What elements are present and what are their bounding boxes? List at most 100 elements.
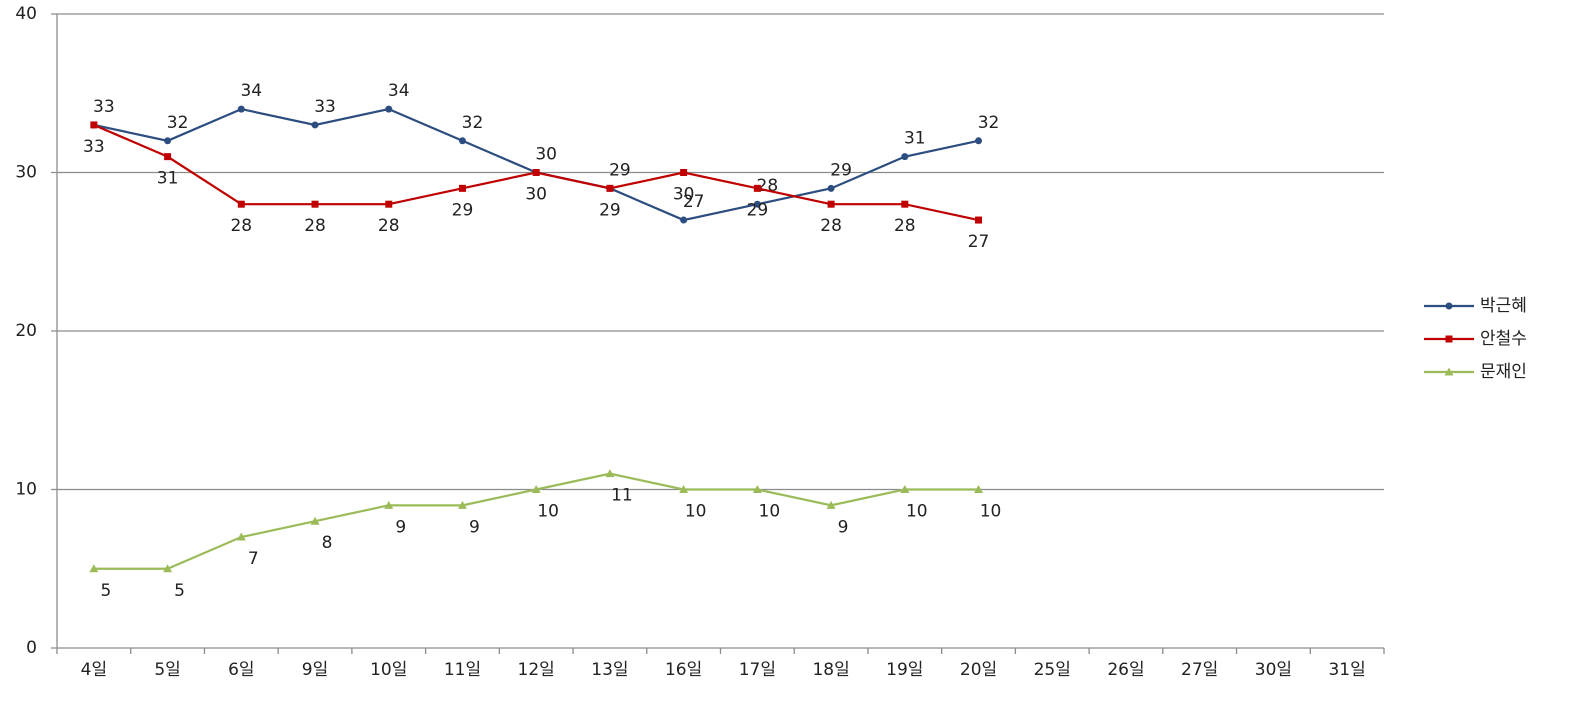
data-label: 5 — [174, 581, 185, 601]
data-label: 28 — [230, 216, 252, 236]
data-label: 31 — [904, 129, 926, 149]
data-label: 10 — [685, 502, 707, 522]
data-label: 33 — [83, 137, 105, 157]
data-label: 29 — [747, 200, 769, 220]
y-tick-label: 30 — [15, 163, 37, 183]
x-tick-label: 4일 — [81, 660, 107, 680]
x-tick-label: 5일 — [154, 660, 180, 680]
data-point — [680, 216, 688, 224]
data-point — [89, 564, 99, 573]
data-label: 28 — [304, 216, 326, 236]
x-tick-label: 25일 — [1034, 660, 1071, 680]
data-label: 29 — [599, 200, 621, 220]
data-point — [605, 469, 615, 478]
data-point — [753, 184, 761, 192]
data-point — [164, 137, 172, 145]
data-point — [680, 169, 688, 176]
data-label: 30 — [535, 145, 557, 165]
data-label: 31 — [157, 169, 179, 189]
legend-marker — [1445, 302, 1453, 310]
data-label: 9 — [838, 517, 849, 537]
data-label: 28 — [894, 216, 916, 236]
x-tick-label: 12일 — [518, 660, 555, 680]
data-label: 30 — [673, 185, 695, 205]
data-point — [311, 200, 319, 208]
x-tick-label: 19일 — [886, 660, 923, 680]
data-point — [826, 500, 836, 509]
data-point — [311, 121, 319, 129]
data-point — [753, 200, 761, 208]
y-tick-label: 0 — [26, 638, 37, 658]
data-point — [458, 184, 466, 192]
data-label: 11 — [611, 486, 633, 506]
data-point — [827, 200, 835, 208]
data-label: 32 — [167, 113, 189, 133]
data-point — [457, 500, 467, 509]
data-label: 10 — [759, 502, 781, 522]
data-label: 29 — [830, 160, 852, 180]
data-label: 9 — [469, 517, 480, 537]
data-point — [975, 137, 983, 145]
data-label: 7 — [248, 549, 259, 569]
data-point — [458, 137, 466, 145]
data-label: 27 — [968, 232, 990, 252]
data-label: 5 — [100, 581, 111, 601]
y-tick-label: 20 — [15, 321, 37, 341]
data-point — [90, 121, 98, 129]
x-tick-label: 9일 — [302, 660, 328, 680]
y-tick-label: 40 — [15, 4, 37, 24]
x-tick-label: 17일 — [739, 660, 776, 680]
y-tick-label: 10 — [15, 480, 37, 500]
data-point — [606, 184, 614, 192]
x-tick-label: 27일 — [1181, 660, 1218, 680]
data-label: 34 — [388, 81, 410, 101]
legend-label: 문재인 — [1480, 362, 1527, 382]
data-label: 30 — [525, 185, 547, 205]
data-point — [237, 200, 245, 208]
data-point — [385, 105, 393, 113]
data-label: 9 — [395, 517, 406, 537]
data-point — [236, 532, 246, 541]
data-point — [752, 485, 762, 493]
x-tick-label: 13일 — [591, 660, 628, 680]
data-label: 32 — [978, 113, 1000, 133]
data-label: 29 — [452, 200, 474, 220]
data-point — [974, 485, 984, 493]
x-tick-label: 6일 — [228, 660, 254, 680]
data-point — [385, 200, 393, 208]
data-label: 33 — [314, 97, 336, 117]
data-point — [900, 485, 910, 493]
data-point — [237, 105, 245, 113]
data-point — [532, 169, 540, 176]
data-label: 34 — [240, 81, 262, 101]
data-label: 10 — [906, 502, 928, 522]
x-tick-label: 18일 — [812, 660, 849, 680]
data-label: 10 — [980, 502, 1002, 522]
data-point — [163, 564, 173, 573]
legend-label: 안철수 — [1480, 329, 1527, 349]
legend-marker — [1444, 367, 1454, 376]
x-tick-label: 20일 — [960, 660, 997, 680]
data-point — [164, 153, 172, 161]
data-label: 29 — [609, 160, 631, 180]
legend-label: 박근혜 — [1480, 296, 1527, 316]
data-point — [901, 200, 909, 208]
x-tick-label: 11일 — [444, 660, 481, 680]
data-label: 10 — [537, 502, 559, 522]
data-label: 27 — [683, 192, 705, 212]
x-tick-label: 10일 — [370, 660, 407, 680]
data-point — [901, 153, 909, 161]
data-point — [531, 485, 541, 493]
data-point — [384, 500, 394, 509]
data-point — [310, 516, 320, 525]
x-tick-label: 26일 — [1107, 660, 1144, 680]
x-tick-label: 31일 — [1328, 660, 1365, 680]
x-tick-label: 16일 — [665, 660, 702, 680]
data-label: 28 — [378, 216, 400, 236]
data-label: 33 — [93, 97, 115, 117]
data-label: 28 — [820, 216, 842, 236]
data-point — [679, 485, 689, 493]
data-label: 8 — [322, 533, 333, 553]
legend-marker — [1445, 335, 1453, 343]
data-label: 32 — [462, 113, 484, 133]
